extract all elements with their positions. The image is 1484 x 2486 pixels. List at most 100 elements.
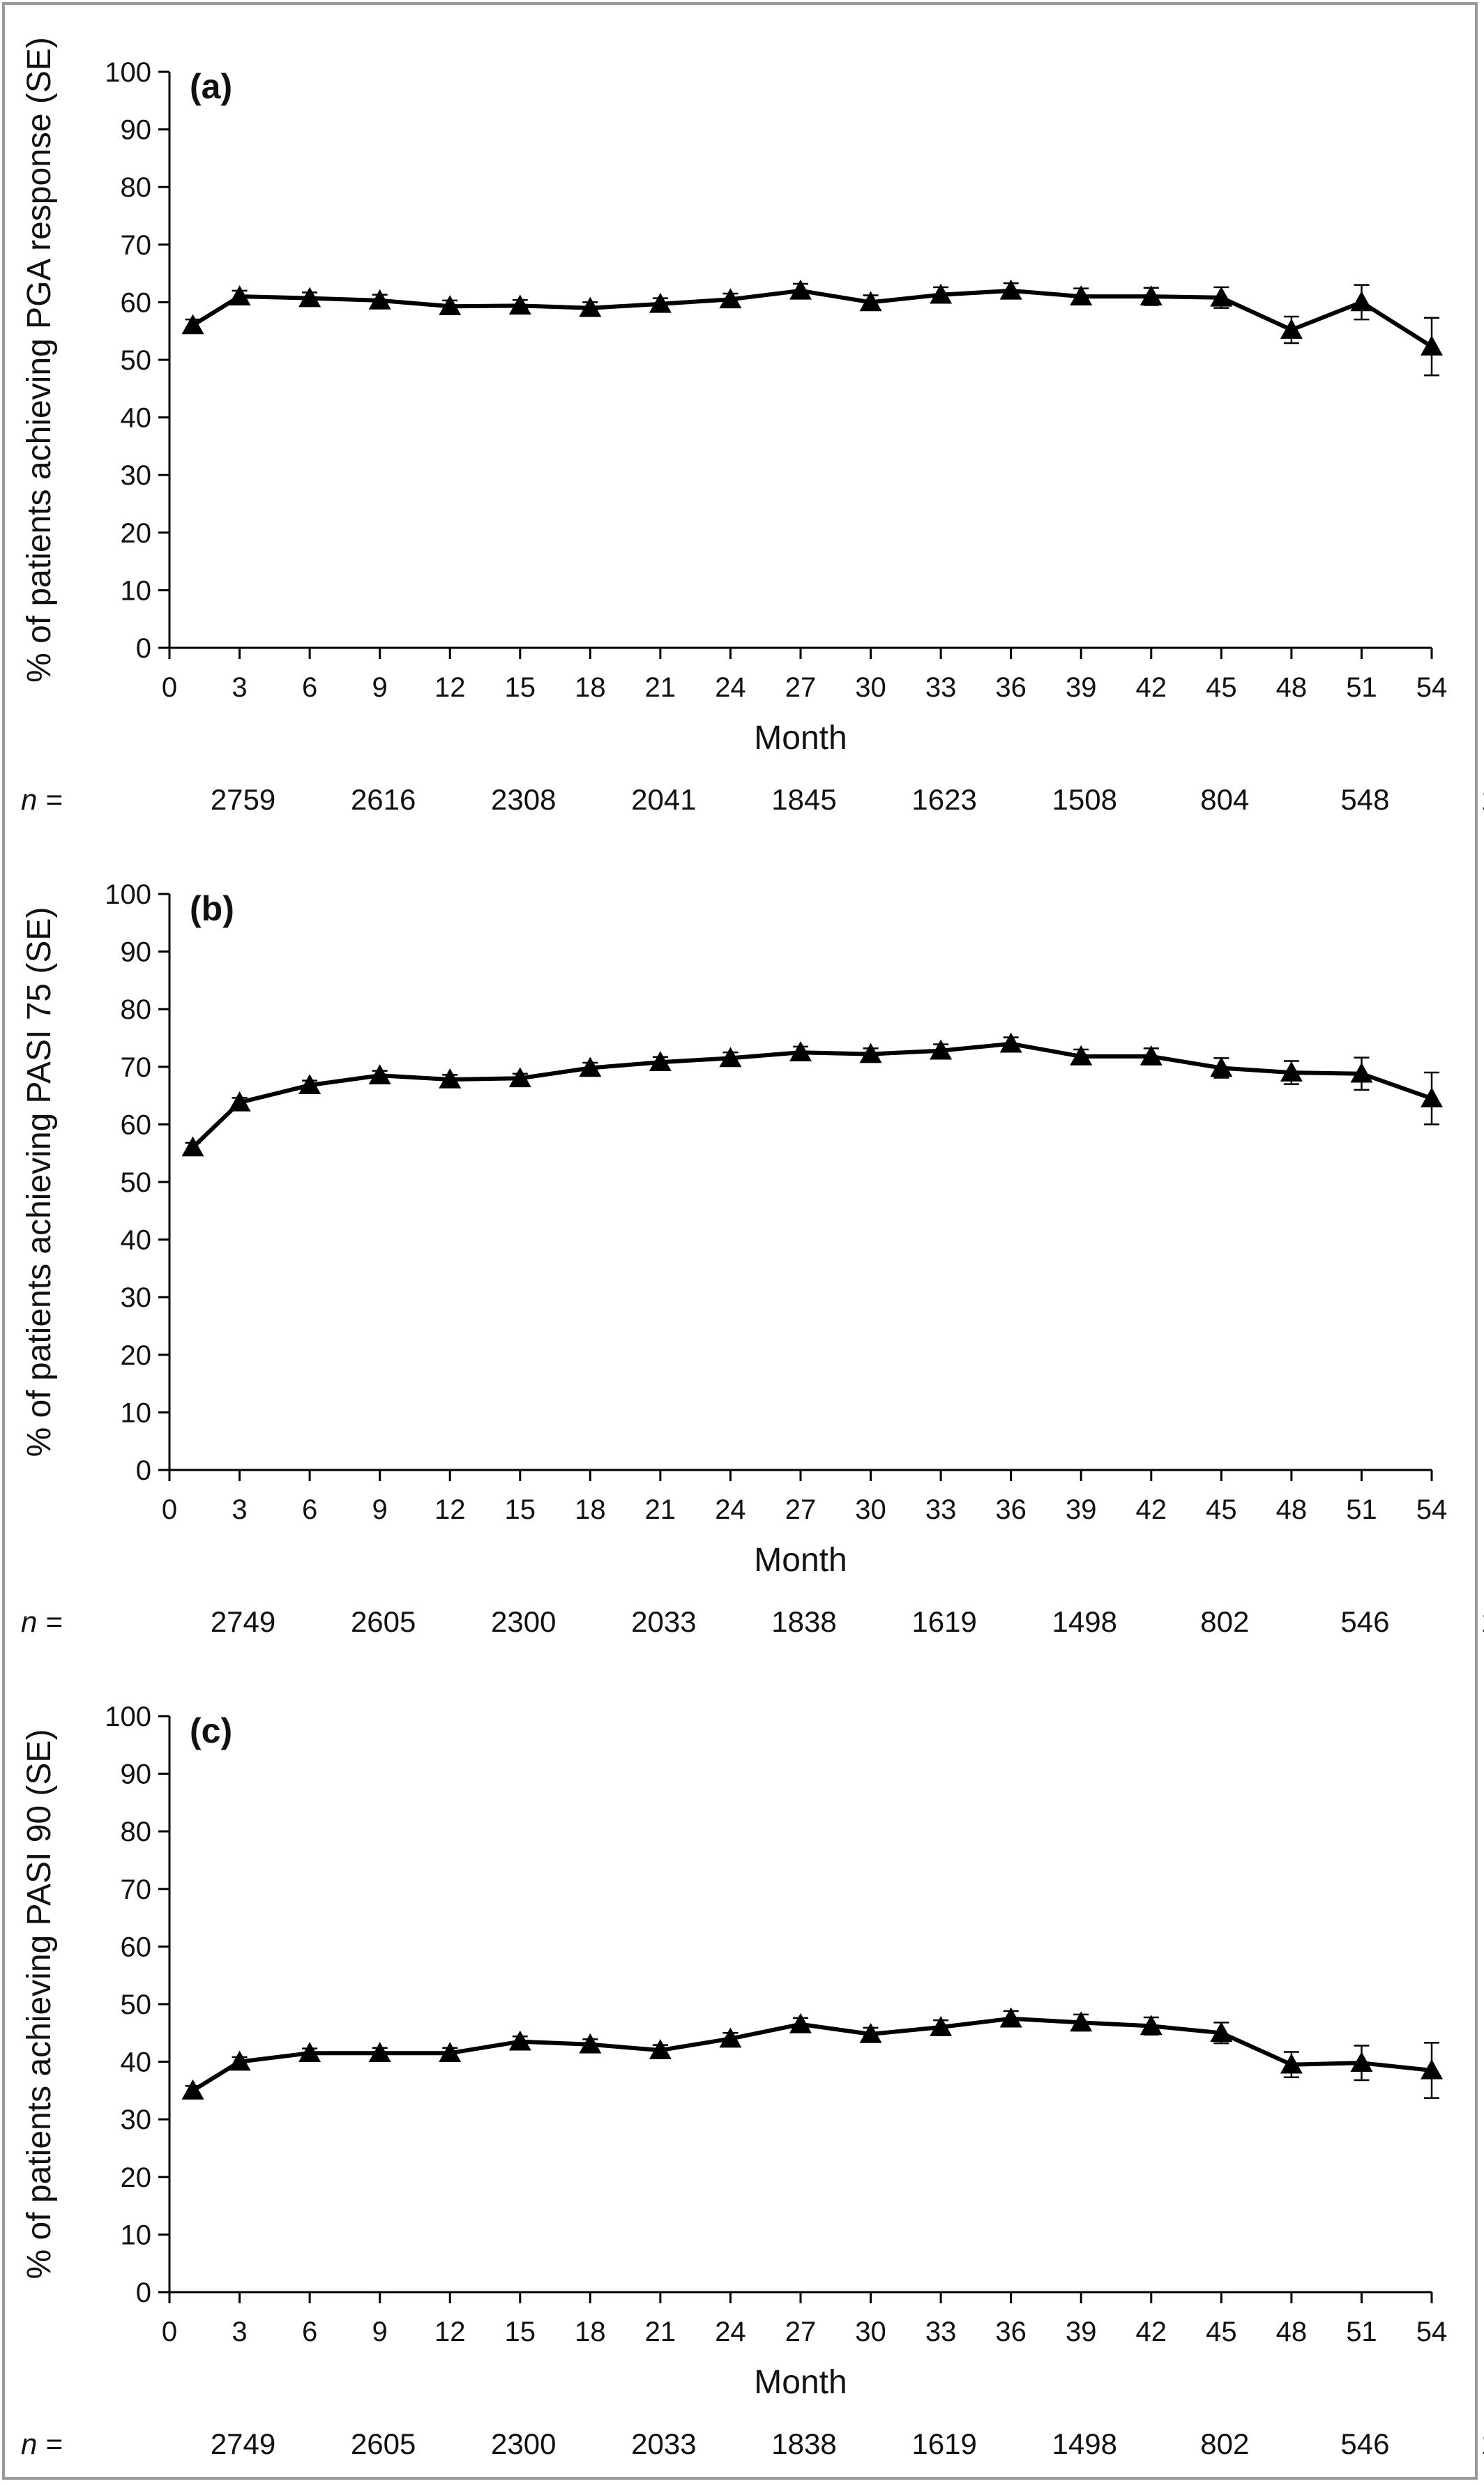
x-tick-label: 48 xyxy=(1276,1494,1308,1525)
x-tick-label: 45 xyxy=(1206,672,1237,703)
data-point-marker xyxy=(649,2039,672,2059)
x-tick-label: 0 xyxy=(162,2317,177,2347)
data-point-marker xyxy=(1421,2059,1443,2079)
data-point-marker xyxy=(1350,2052,1373,2072)
y-tick-label: 80 xyxy=(121,172,152,203)
y-tick-label: 0 xyxy=(136,633,151,664)
y-tick-label: 100 xyxy=(105,879,151,910)
n-value: 1623 xyxy=(911,783,976,816)
y-tick-label: 20 xyxy=(121,518,152,549)
x-tick-label: 33 xyxy=(925,1494,957,1525)
n-value: 104 xyxy=(1481,2427,1484,2460)
data-point-marker xyxy=(999,2007,1022,2028)
x-tick-label: 51 xyxy=(1346,2317,1377,2347)
data-point-marker xyxy=(181,314,204,335)
x-tick-label: 24 xyxy=(715,672,746,703)
y-tick-label: 10 xyxy=(121,2220,152,2250)
data-point-marker xyxy=(1280,2053,1303,2074)
data-point-marker xyxy=(1140,285,1163,305)
y-tick-label: 30 xyxy=(121,2105,152,2135)
data-point-marker xyxy=(1350,291,1373,312)
y-tick-label: 80 xyxy=(121,1817,152,1847)
n-value: 1845 xyxy=(771,783,836,816)
y-tick-label: 30 xyxy=(121,1282,152,1313)
data-point-marker xyxy=(789,279,812,300)
data-point-marker xyxy=(1070,285,1093,305)
n-value: 1498 xyxy=(1052,1605,1117,1638)
data-point-marker xyxy=(649,292,672,313)
y-tick-label: 90 xyxy=(121,937,152,968)
data-point-marker xyxy=(439,1068,462,1089)
n-value: 2605 xyxy=(351,1605,416,1638)
x-tick-label: 24 xyxy=(715,1494,746,1525)
data-point-marker xyxy=(930,1039,953,1060)
n-value: 802 xyxy=(1200,1605,1249,1638)
data-point-marker xyxy=(579,1056,602,1077)
data-point-marker xyxy=(1070,1045,1093,1066)
y-tick-label: 40 xyxy=(121,403,152,434)
y-tick-label: 80 xyxy=(121,994,152,1025)
n-value: 802 xyxy=(1200,2427,1249,2460)
x-tick-label: 3 xyxy=(232,2317,247,2347)
x-tick-label: 27 xyxy=(785,672,817,703)
n-value: 2749 xyxy=(211,2427,275,2460)
x-tick-label: 48 xyxy=(1276,672,1308,703)
x-tick-label: 27 xyxy=(785,2317,817,2347)
x-tick-label: 36 xyxy=(995,672,1027,703)
x-tick-label: 18 xyxy=(575,2317,606,2347)
n-value: 105 xyxy=(1481,783,1484,816)
y-tick-label: 40 xyxy=(121,1225,152,1256)
data-point-marker xyxy=(859,2022,882,2043)
data-point-marker xyxy=(228,285,251,305)
data-point-marker xyxy=(298,2042,321,2063)
data-point-marker xyxy=(1421,1087,1443,1108)
x-tick-label: 15 xyxy=(505,2317,536,2347)
y-axis-title: % of patients achieving PASI 75 (SE) xyxy=(21,907,58,1457)
x-tick-label: 36 xyxy=(995,2317,1027,2347)
data-point-marker xyxy=(579,296,602,317)
x-tick-label: 9 xyxy=(372,1494,388,1525)
data-point-marker xyxy=(789,1041,812,1061)
y-tick-label: 30 xyxy=(121,460,152,491)
data-point-marker xyxy=(999,1032,1022,1053)
y-tick-label: 90 xyxy=(121,115,152,146)
data-point-marker xyxy=(439,2042,462,2063)
y-tick-label: 100 xyxy=(105,57,151,88)
data-point-marker xyxy=(1070,2011,1093,2032)
x-tick-label: 12 xyxy=(434,672,466,703)
y-tick-label: 60 xyxy=(121,1932,152,1962)
panel-label: (b) xyxy=(190,889,234,928)
n-value: 2033 xyxy=(631,1605,696,1638)
x-tick-label: 45 xyxy=(1206,1494,1237,1525)
x-axis-title: Month xyxy=(754,720,847,757)
y-tick-label: 60 xyxy=(121,1109,152,1140)
data-point-marker xyxy=(1210,286,1233,307)
x-tick-label: 0 xyxy=(162,672,177,703)
n-value: 1508 xyxy=(1052,783,1117,816)
y-tick-label: 0 xyxy=(136,1455,151,1486)
y-tick-label: 100 xyxy=(105,1701,151,1732)
n-value: 2616 xyxy=(351,783,416,816)
n-value: 546 xyxy=(1340,1605,1389,1638)
x-tick-label: 48 xyxy=(1276,2317,1308,2347)
y-axis-title: % of patients achieving PASI 90 (SE) xyxy=(21,1729,58,2280)
y-tick-label: 20 xyxy=(121,1340,152,1371)
data-point-marker xyxy=(368,1064,391,1084)
x-tick-label: 39 xyxy=(1066,2317,1097,2347)
data-point-marker xyxy=(930,2016,953,2036)
data-point-marker xyxy=(508,1067,531,1088)
data-point-marker xyxy=(1140,2015,1163,2036)
data-point-marker xyxy=(368,289,391,310)
data-point-marker xyxy=(579,2033,602,2054)
n-value: 2300 xyxy=(491,1605,556,1638)
x-axis-title: Month xyxy=(754,2364,847,2401)
n-prefix: n = xyxy=(21,783,63,816)
x-tick-label: 18 xyxy=(575,672,606,703)
y-tick-label: 40 xyxy=(121,2047,152,2078)
data-point-marker xyxy=(298,287,321,308)
data-point-marker xyxy=(789,2013,812,2033)
n-value: 1498 xyxy=(1052,2427,1117,2460)
